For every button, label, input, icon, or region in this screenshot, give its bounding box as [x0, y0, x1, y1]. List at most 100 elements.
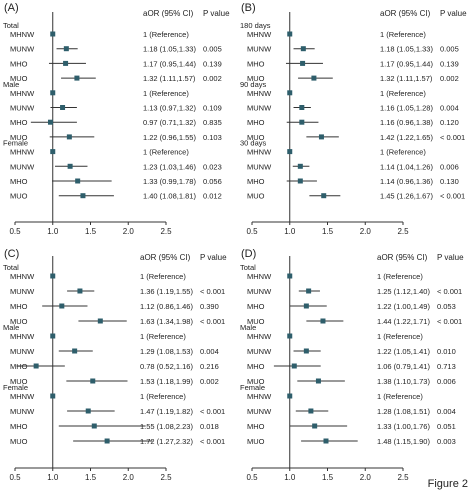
row-label: MUO — [10, 317, 28, 326]
x-tick-label: 2.5 — [397, 227, 409, 236]
p-value: < 0.001 — [200, 437, 225, 446]
odds-ratio-marker — [287, 393, 293, 399]
x-tick-label: 1.0 — [284, 473, 296, 482]
row-label: MUNW — [10, 347, 35, 356]
odds-ratio-marker — [59, 303, 65, 309]
row-label: MHO — [247, 422, 265, 431]
ci-value: 1.22 (1.00,1.49) — [377, 302, 430, 311]
x-tick-label: 1.0 — [47, 227, 59, 236]
p-value: 0.006 — [440, 162, 459, 171]
ci-value: 1.17 (0.95,1.44) — [380, 59, 433, 68]
p-value: 0.120 — [440, 118, 459, 127]
ci-value: 1.33 (1.00,1.76) — [377, 422, 430, 431]
x-tick-label: 2.5 — [160, 227, 172, 236]
odds-ratio-marker — [72, 348, 78, 354]
x-tick-label: 2.0 — [123, 227, 135, 236]
p-value: 0.051 — [437, 422, 456, 431]
x-tick-label: 2.5 — [397, 473, 409, 482]
row-label: MUO — [247, 377, 265, 386]
row-label: MUO — [247, 74, 265, 83]
p-value: < 0.001 — [200, 317, 225, 326]
row-label: MUNW — [247, 287, 272, 296]
ci-value: 1.38 (1.10,1.73) — [377, 377, 430, 386]
odds-ratio-marker — [97, 318, 103, 324]
p-value: 0.023 — [203, 162, 222, 171]
row-label: MHNW — [10, 30, 35, 39]
ci-value: 1.18 (1.05,1.33) — [143, 45, 196, 54]
group-label: Female — [3, 383, 28, 392]
row-label: MUNW — [247, 347, 272, 356]
ci-value: 1 (Reference) — [140, 392, 186, 401]
ci-value: 1.72 (1.27,2.32) — [140, 437, 193, 446]
x-tick-label: 0.5 — [9, 473, 21, 482]
x-tick-label: 0.5 — [246, 227, 258, 236]
p-value: 0.006 — [437, 377, 456, 386]
p-value: 0.139 — [203, 59, 222, 68]
odds-ratio-marker — [77, 288, 83, 294]
odds-ratio-marker — [50, 31, 56, 37]
figure-label: Figure 2 — [428, 478, 468, 490]
ci-value: 1.14 (1.04,1.26) — [380, 162, 433, 171]
p-value: 0.012 — [203, 192, 222, 201]
odds-ratio-marker — [91, 423, 97, 429]
ci-value: 1.48 (1.15,1.90) — [377, 437, 430, 446]
odds-ratio-marker — [104, 438, 110, 444]
row-label: MHNW — [247, 30, 272, 39]
p-column-header: P value — [437, 253, 464, 262]
group-label: Total — [240, 263, 256, 272]
row-label: MHNW — [247, 392, 272, 401]
odds-ratio-marker — [67, 163, 73, 169]
ci-value: 1 (Reference) — [377, 392, 423, 401]
odds-ratio-marker — [287, 149, 293, 155]
row-label: MUNW — [247, 45, 272, 54]
row-label: MHNW — [10, 89, 35, 98]
odds-ratio-marker — [33, 363, 39, 369]
ci-value: 1 (Reference) — [140, 272, 186, 281]
ci-column-header: aOR (95% CI) — [143, 9, 194, 18]
odds-ratio-marker — [50, 273, 56, 279]
x-tick-label: 1.5 — [322, 473, 334, 482]
ci-value: 1.06 (0.79,1.41) — [377, 362, 430, 371]
row-label: MHO — [10, 59, 28, 68]
odds-ratio-marker — [300, 60, 306, 66]
odds-ratio-marker — [306, 288, 312, 294]
panel-label: (C) — [4, 248, 19, 260]
group-label: Male — [240, 323, 256, 332]
x-tick-label: 2.0 — [360, 473, 372, 482]
p-value: 0.139 — [440, 59, 459, 68]
odds-ratio-marker — [303, 348, 309, 354]
row-label: MUO — [247, 437, 265, 446]
row-label: MHO — [10, 302, 28, 311]
ci-value: 1.40 (1.08,1.81) — [143, 192, 196, 201]
row-label: MUO — [247, 192, 265, 201]
ci-value: 1.53 (1.18,1.99) — [140, 377, 193, 386]
ci-value: 1.18 (1.05,1.33) — [380, 45, 433, 54]
odds-ratio-marker — [315, 378, 321, 384]
odds-ratio-marker — [287, 90, 293, 96]
row-label: MUO — [10, 377, 28, 386]
p-column-header: P value — [440, 9, 467, 18]
odds-ratio-marker — [312, 423, 318, 429]
panel-label: (A) — [4, 2, 19, 14]
ci-value: 1.13 (0.97,1.32) — [143, 104, 196, 113]
odds-ratio-marker — [47, 119, 53, 125]
p-value: 0.005 — [440, 45, 459, 54]
ci-value: 1.33 (0.99,1.78) — [143, 177, 196, 186]
p-value: 0.130 — [440, 177, 459, 186]
group-label: 180 days — [240, 21, 271, 30]
row-label: MUO — [247, 317, 265, 326]
ci-column-header: aOR (95% CI) — [377, 253, 428, 262]
ci-value: 0.78 (0.52,1.16) — [140, 362, 193, 371]
panel-label: (D) — [241, 248, 256, 260]
row-label: MHNW — [10, 272, 35, 281]
ci-value: 1 (Reference) — [140, 332, 186, 341]
group-label: 90 days — [240, 80, 267, 89]
p-column-header: P value — [203, 9, 230, 18]
group-label: Total — [3, 21, 19, 30]
ci-value: 1.16 (0.96,1.38) — [380, 118, 433, 127]
p-value: < 0.001 — [440, 133, 465, 142]
row-label: MUNW — [247, 162, 272, 171]
odds-ratio-marker — [323, 438, 329, 444]
odds-ratio-marker — [303, 303, 309, 309]
ci-value: 1.47 (1.19,1.82) — [140, 407, 193, 416]
